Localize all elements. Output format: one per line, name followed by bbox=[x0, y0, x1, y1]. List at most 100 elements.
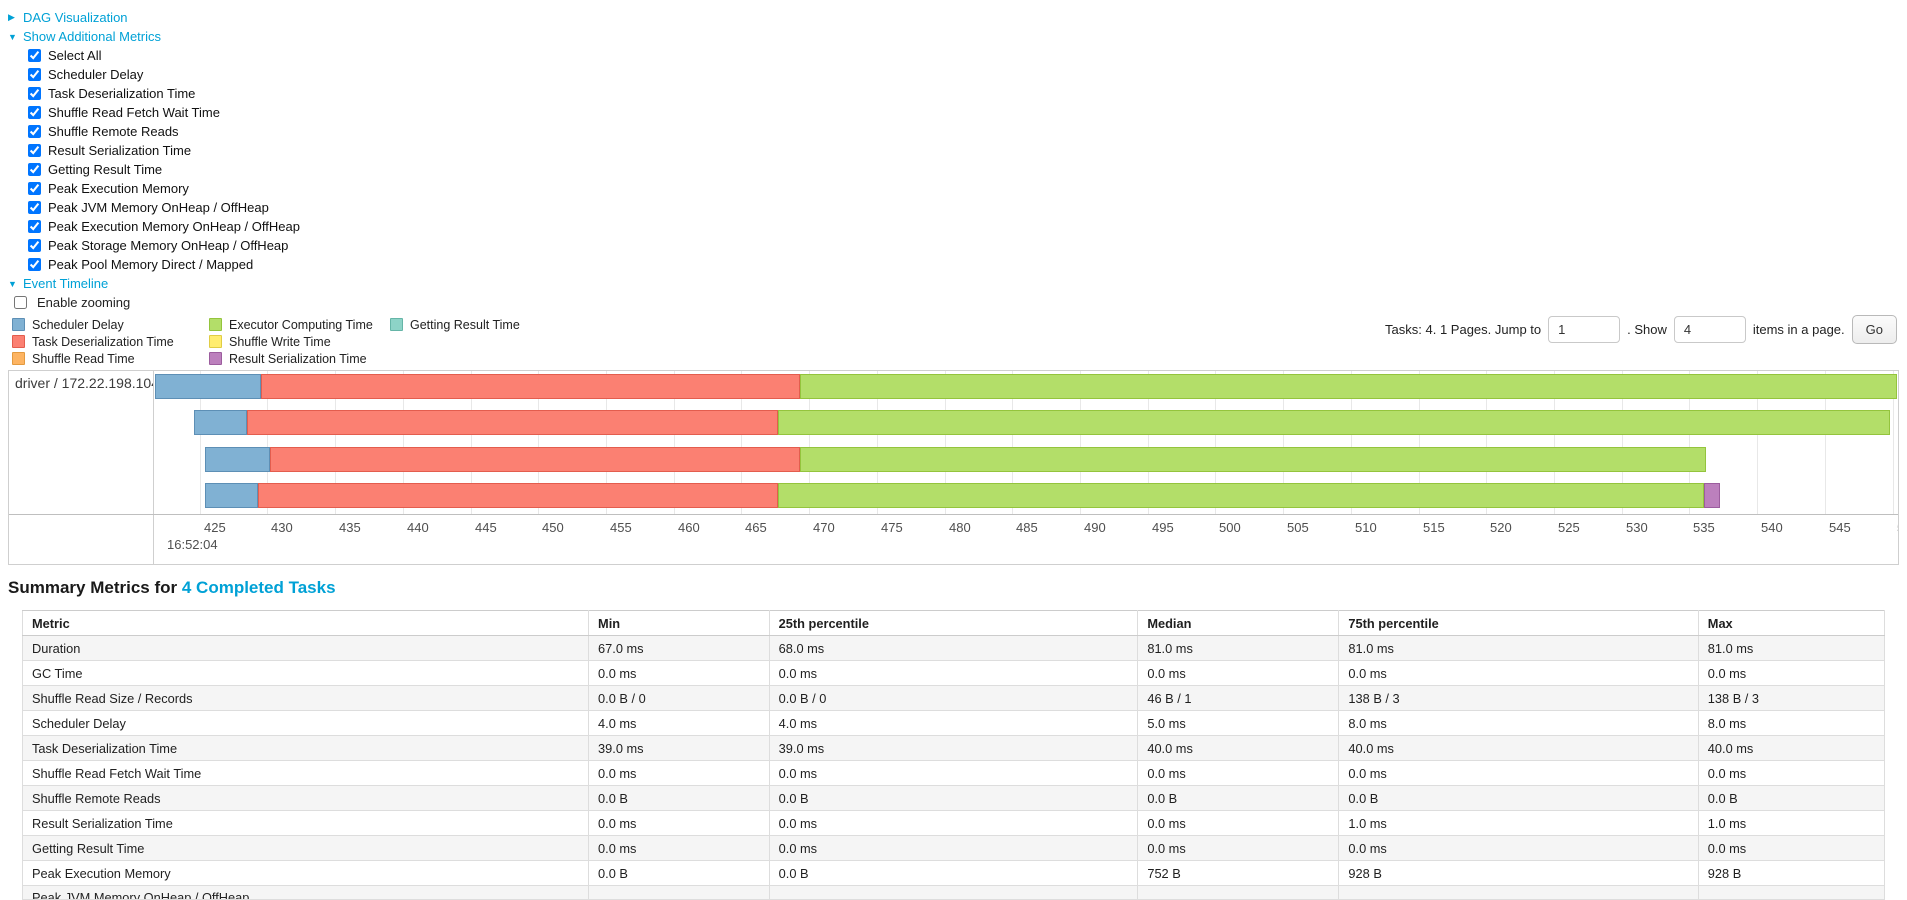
metric-checkbox-row: Task Deserialization Time bbox=[28, 84, 1899, 103]
table-cell: 1.0 ms bbox=[1697, 810, 1886, 836]
table-header-cell: Min bbox=[588, 610, 770, 636]
table-row: Scheduler Delay 4.0 ms 4.0 ms 5.0 ms 8.0 ms 8… bbox=[21, 710, 1886, 736]
task-pagination: Tasks: 4. 1 Pages. Jump to . Show items … bbox=[1385, 315, 1897, 344]
collapsed-arrow-icon: ▶ bbox=[8, 12, 15, 22]
axis-tick-label: 430 bbox=[271, 520, 293, 535]
table-cell: 40.0 ms bbox=[1137, 735, 1340, 761]
event-timeline-link[interactable]: Event Timeline bbox=[23, 276, 109, 291]
enable-zooming-checkbox[interactable] bbox=[14, 296, 27, 309]
task-bar-result_serialization[interactable] bbox=[1704, 483, 1720, 508]
table-cell: 0.0 B bbox=[768, 785, 1139, 811]
task-bar-scheduler_delay[interactable] bbox=[205, 483, 258, 508]
task-bar-task_deserialization[interactable] bbox=[258, 483, 778, 508]
task-bar-executor_computing[interactable] bbox=[778, 410, 1890, 435]
metric-checkbox[interactable] bbox=[28, 106, 41, 119]
task-bar-task_deserialization[interactable] bbox=[261, 374, 800, 399]
table-header-cell: Metric bbox=[21, 610, 590, 636]
enable-zooming-label: Enable zooming bbox=[37, 295, 131, 310]
task-bar-executor_computing[interactable] bbox=[800, 374, 1897, 399]
table-cell: 81.0 ms bbox=[1137, 635, 1340, 661]
table-cell: 81.0 ms bbox=[1338, 635, 1699, 661]
table-cell: Shuffle Read Size / Records bbox=[21, 685, 590, 711]
getting_result-swatch-icon bbox=[390, 318, 403, 331]
table-cell bbox=[1697, 885, 1886, 900]
axis-tick-label: 465 bbox=[745, 520, 767, 535]
table-cell: 0.0 ms bbox=[588, 760, 770, 786]
axis-tick-label: 455 bbox=[610, 520, 632, 535]
event-timeline-toggle[interactable]: ▼ Event Timeline bbox=[8, 274, 1899, 293]
task-bar-task_deserialization[interactable] bbox=[247, 410, 778, 435]
metric-checkbox[interactable] bbox=[28, 258, 41, 271]
metric-checkbox-label: Shuffle Read Fetch Wait Time bbox=[48, 105, 220, 120]
table-cell: 0.0 ms bbox=[588, 810, 770, 836]
gridline bbox=[267, 371, 268, 514]
table-cell: 0.0 ms bbox=[1137, 810, 1340, 836]
table-cell bbox=[588, 885, 770, 900]
table-cell: Getting Result Time bbox=[21, 835, 590, 861]
metric-checkbox[interactable] bbox=[28, 87, 41, 100]
task-bar-scheduler_delay[interactable] bbox=[155, 374, 261, 399]
table-row: Result Serialization Time 0.0 ms 0.0 ms 0.0… bbox=[21, 810, 1886, 836]
expanded-arrow-icon: ▼ bbox=[8, 278, 17, 289]
items-per-page-input[interactable] bbox=[1673, 316, 1746, 343]
metric-checkbox[interactable] bbox=[28, 125, 41, 138]
legend-label: Getting Result Time bbox=[410, 317, 520, 332]
metric-checkbox-row: Shuffle Remote Reads bbox=[28, 122, 1899, 141]
metric-checkbox[interactable] bbox=[28, 68, 41, 81]
metric-checkbox[interactable] bbox=[28, 239, 41, 252]
metric-checkbox[interactable] bbox=[28, 182, 41, 195]
gridline bbox=[200, 371, 201, 514]
metric-checkbox[interactable] bbox=[28, 201, 41, 214]
dag-visualization-toggle[interactable]: ▶ DAG Visualization bbox=[8, 8, 1899, 27]
metric-checkbox-label: Select All bbox=[48, 48, 102, 63]
gridline bbox=[945, 371, 946, 514]
table-row: Task Deserialization Time 39.0 ms 39.0 ms 4… bbox=[21, 735, 1886, 761]
completed-tasks-link[interactable]: 4 Completed Tasks bbox=[181, 578, 336, 597]
metric-checkbox-row: Shuffle Read Fetch Wait Time bbox=[28, 103, 1899, 122]
jump-to-page-input[interactable] bbox=[1548, 316, 1621, 343]
table-cell: 68.0 ms bbox=[768, 635, 1139, 661]
task-bar-task_deserialization[interactable] bbox=[270, 447, 800, 472]
legend-label: Task Deserialization Time bbox=[32, 334, 174, 349]
metric-checkbox-label: Peak Storage Memory OnHeap / OffHeap bbox=[48, 238, 289, 253]
table-cell: 39.0 ms bbox=[588, 735, 770, 761]
gridline bbox=[741, 371, 742, 514]
shuffle_write-swatch-icon bbox=[209, 335, 222, 348]
table-cell: 0.0 ms bbox=[1697, 660, 1886, 686]
executor_computing-swatch-icon bbox=[209, 318, 222, 331]
table-cell: 0.0 ms bbox=[1338, 760, 1699, 786]
metric-checkbox[interactable] bbox=[28, 163, 41, 176]
metric-checkbox-label: Result Serialization Time bbox=[48, 143, 192, 158]
metric-checkbox[interactable] bbox=[28, 144, 41, 157]
show-additional-metrics-toggle[interactable]: ▼ Show Additional Metrics bbox=[8, 27, 1899, 46]
summary-metrics-table: Metric Min 25th percentile Median 75th perce… bbox=[21, 610, 1886, 900]
axis-tick-label: 485 bbox=[1016, 520, 1038, 535]
table-cell: 67.0 ms bbox=[588, 635, 770, 661]
table-cell: 0.0 ms bbox=[768, 835, 1139, 861]
dag-visualization-link[interactable]: DAG Visualization bbox=[23, 10, 128, 25]
go-button[interactable]: Go bbox=[1851, 315, 1897, 344]
task-bar-executor_computing[interactable] bbox=[800, 447, 1706, 472]
metric-checkbox-row: Getting Result Time bbox=[28, 160, 1899, 179]
metric-checkbox[interactable] bbox=[28, 220, 41, 233]
axis-tick-label: 500 bbox=[1219, 520, 1241, 535]
legend-item: Scheduler Delay bbox=[12, 317, 174, 332]
axis-tick-label: 475 bbox=[881, 520, 903, 535]
table-header-cell: 75th percentile bbox=[1338, 610, 1699, 636]
gridline bbox=[335, 371, 336, 514]
table-cell bbox=[1338, 885, 1699, 900]
legend-item: Getting Result Time bbox=[390, 317, 520, 332]
show-additional-metrics-link[interactable]: Show Additional Metrics bbox=[23, 29, 162, 44]
table-cell: 0.0 ms bbox=[1697, 760, 1886, 786]
table-cell: 0.0 ms bbox=[1137, 660, 1340, 686]
metric-checkbox[interactable] bbox=[28, 49, 41, 62]
table-cell: 0.0 ms bbox=[1137, 760, 1340, 786]
gridline bbox=[1825, 371, 1826, 514]
metric-checkbox-row: Peak Storage Memory OnHeap / OffHeap bbox=[28, 236, 1899, 255]
task-bar-scheduler_delay[interactable] bbox=[194, 410, 247, 435]
task-bar-executor_computing[interactable] bbox=[778, 483, 1704, 508]
metric-checkbox-label: Getting Result Time bbox=[48, 162, 163, 177]
executor-group-label: driver / 172.22.198.104 bbox=[15, 375, 153, 391]
task-bar-scheduler_delay[interactable] bbox=[205, 447, 270, 472]
axis-tick-label: 515 bbox=[1423, 520, 1445, 535]
